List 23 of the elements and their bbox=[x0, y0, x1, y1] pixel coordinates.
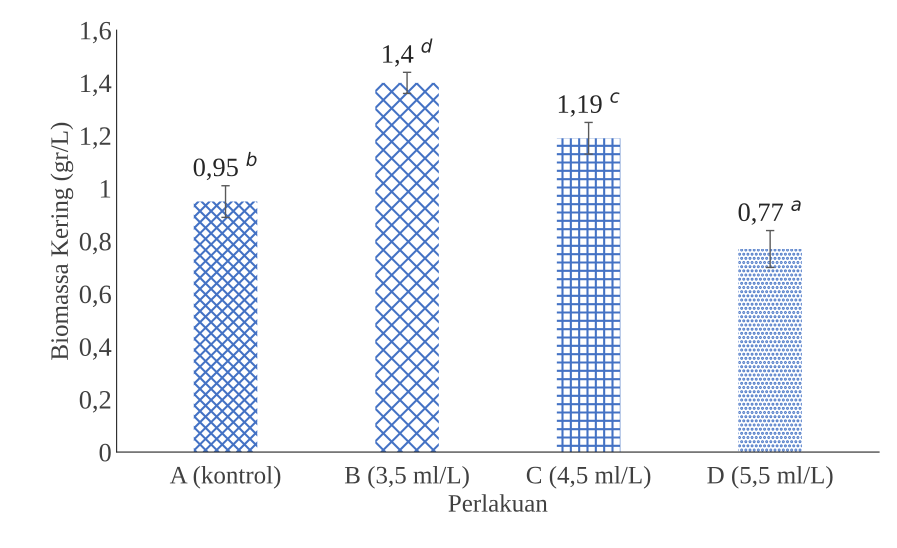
y-tick-label: 0 bbox=[100, 444, 111, 462]
data-label: 1,4 $^{d}$ bbox=[383, 38, 432, 67]
x-tick-label: D (5,5 ml/L) bbox=[707, 466, 833, 489]
bar bbox=[375, 82, 439, 452]
data-label: 0,95 $^{b}$ bbox=[194, 152, 257, 180]
data-label: 0,77 $^{a}$ bbox=[738, 200, 801, 225]
x-tick-label: C (4,5 ml/L) bbox=[526, 466, 650, 489]
x-tick-label: A (kontrol) bbox=[170, 466, 280, 489]
y-tick-label: 0,2 bbox=[80, 390, 110, 413]
y-tick-label: 0,6 bbox=[80, 285, 111, 308]
y-tick-label: 0,8 bbox=[80, 232, 111, 254]
y-tick-label: 0,4 bbox=[80, 338, 112, 360]
x-tick-label: B (3,5 ml/L) bbox=[344, 466, 469, 489]
y-tick-label: 1,2 bbox=[81, 127, 110, 149]
y-tick-label: 1,6 bbox=[81, 22, 111, 44]
bar bbox=[556, 138, 620, 452]
y-tick-label: 1,4 bbox=[81, 74, 112, 96]
bar bbox=[738, 249, 802, 452]
x-axis-title: Perlakuan bbox=[448, 494, 548, 512]
data-label: 1,19 $^{c}$ bbox=[558, 92, 620, 117]
y-tick-label: 1 bbox=[100, 180, 110, 198]
y-axis-title: Biomassa Kering (gr/L) bbox=[50, 122, 74, 360]
bar bbox=[194, 202, 258, 452]
